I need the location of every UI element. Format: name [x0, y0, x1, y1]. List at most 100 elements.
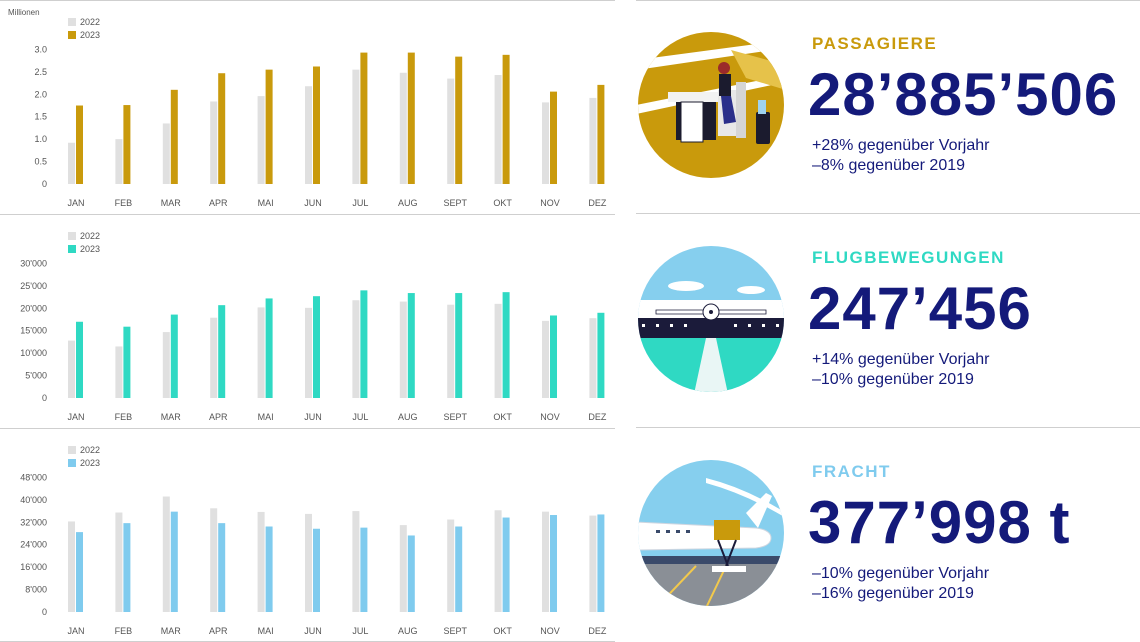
bar-2023-nov — [550, 315, 557, 398]
bar-2022-jan — [68, 340, 75, 398]
bar-2023-apr — [218, 523, 226, 612]
y-tick-label: 15'000 — [20, 326, 47, 336]
passagiere-panel: PASSAGIERE 28’885’506 +28% gegenüber Vor… — [636, 0, 1140, 214]
bar-2023-jan — [76, 532, 83, 612]
bar-2023-jun — [313, 528, 320, 612]
bar-2023-aug — [407, 293, 415, 398]
stat-title: FLUGBEWEGUNGEN — [812, 248, 1005, 267]
bar-2023-jan — [76, 321, 83, 398]
bar-2022-nov — [542, 102, 549, 184]
x-tick-label: FEB — [115, 412, 133, 422]
bar-2022-apr — [210, 317, 218, 398]
passagiere-chart-svg: Millionen 0 0.5 1.0 1.5 2.0 2.5 3.0 2022 2023 JAN F… — [8, 8, 607, 208]
bar-2023-dez — [597, 514, 605, 612]
bar-2022-jan — [68, 521, 75, 612]
bar-2022-mai — [257, 511, 265, 612]
bar-2022-jun — [305, 307, 312, 398]
x-tick-label: DEZ — [588, 626, 607, 636]
bar-2022-jul — [352, 300, 360, 398]
runway-airplane-illustration — [638, 246, 784, 392]
fracht-chart-svg: 0 8'000 16'000 24'000 32'000 40'000 48'000 2022… — [20, 445, 607, 636]
bar-2023-jun — [313, 296, 320, 398]
x-tick-label: JUL — [352, 198, 368, 208]
bar-2023-okt — [502, 517, 510, 612]
y-tick-label: 0 — [42, 393, 47, 403]
bar-2023-dez — [597, 84, 605, 184]
separator — [636, 213, 1140, 214]
bar-2022-mar — [162, 123, 170, 184]
bar-2023-sept — [455, 56, 463, 184]
x-tick-label: MAI — [258, 198, 274, 208]
legend-swatch-2022 — [68, 18, 76, 26]
bar-2023-feb — [123, 326, 131, 398]
bar-2022-okt — [494, 510, 502, 612]
separator — [636, 427, 1140, 428]
y-tick-label: 5'000 — [25, 371, 47, 381]
bar-2022-mai — [257, 96, 265, 184]
bar-2023-aug — [407, 535, 415, 612]
stat-change-2019: –10% gegenüber 2019 — [812, 371, 974, 388]
passagiere-chart: Millionen 0 0.5 1.0 1.5 2.0 2.5 3.0 2022 2023 JAN F… — [0, 0, 620, 214]
x-tick-label: MAR — [161, 626, 182, 636]
y-tick-label: 0.5 — [34, 157, 47, 167]
fracht-chart: 0 8'000 16'000 24'000 32'000 40'000 48'000 2022… — [0, 428, 620, 642]
legend-swatch-2023 — [68, 31, 76, 39]
bar-2022-feb — [115, 346, 123, 398]
bar-2023-aug — [407, 52, 415, 185]
x-tick-label: FEB — [115, 626, 133, 636]
x-tick-label: JUL — [352, 626, 368, 636]
x-tick-label: MAI — [258, 626, 274, 636]
x-tick-label: DEZ — [588, 412, 607, 422]
x-tick-label: MAR — [161, 198, 182, 208]
bar-2023-apr — [218, 305, 226, 398]
legend-label-2023: 2023 — [80, 30, 100, 40]
bar-2022-sept — [447, 78, 455, 184]
flugbewegungen-chart: 0 5'000 10'000 15'000 20'000 25'000 30'000 2022… — [0, 214, 620, 428]
bar-2022-mar — [162, 496, 170, 612]
x-tick-label: APR — [209, 198, 228, 208]
y-tick-label: 30'000 — [20, 258, 47, 268]
y-tick-label: 16'000 — [20, 562, 47, 572]
fracht-panel: FRACHT 377’998 t –10% gegenüber Vorjahr … — [636, 428, 1140, 642]
stat-change-previous-year: +28% gegenüber Vorjahr — [812, 137, 990, 154]
cargo-loading-illustration — [638, 460, 784, 606]
y-tick-label: 32'000 — [20, 517, 47, 527]
legend-label-2023: 2023 — [80, 458, 100, 468]
flugbewegungen-chart-svg: 0 5'000 10'000 15'000 20'000 25'000 30'000 2022… — [20, 231, 607, 422]
bar-2022-jun — [305, 86, 312, 184]
bar-2022-jul — [352, 69, 360, 184]
stat-value: 28’885’506 — [808, 61, 1119, 128]
legend-label-2022: 2022 — [80, 17, 100, 27]
x-tick-label: AUG — [398, 198, 418, 208]
y-tick-label: 24'000 — [20, 540, 47, 550]
x-tick-label: JAN — [67, 198, 84, 208]
bar-2023-jun — [313, 66, 320, 184]
x-tick-label: SEPT — [443, 412, 467, 422]
separator — [636, 0, 1140, 1]
bar-2023-mai — [265, 298, 273, 398]
bar-2023-mar — [170, 511, 178, 612]
bar-2023-mar — [170, 314, 178, 398]
y-tick-label: 2.0 — [34, 89, 47, 99]
x-tick-label: JUN — [304, 198, 322, 208]
separator — [0, 0, 615, 1]
stat-change-2019: –8% gegenüber 2019 — [812, 157, 966, 174]
bar-2022-mar — [162, 332, 170, 398]
x-tick-label: FEB — [115, 198, 133, 208]
bar-2022-dez — [589, 318, 597, 398]
y-unit-label: Millionen — [8, 8, 40, 17]
bar-2023-mai — [265, 526, 273, 612]
x-tick-label: SEPT — [443, 626, 467, 636]
separator — [0, 428, 615, 429]
y-tick-label: 10'000 — [20, 348, 47, 358]
x-tick-label: AUG — [398, 412, 418, 422]
separator — [0, 214, 615, 215]
legend-label-2023: 2023 — [80, 244, 100, 254]
legend-swatch-2022 — [68, 446, 76, 454]
stat-title: FRACHT — [812, 462, 891, 481]
stat-value: 247’456 — [808, 275, 1032, 342]
bar-2023-jul — [360, 52, 368, 185]
legend-label-2022: 2022 — [80, 231, 100, 241]
x-tick-label: MAI — [258, 412, 274, 422]
bar-2022-sept — [447, 304, 455, 398]
